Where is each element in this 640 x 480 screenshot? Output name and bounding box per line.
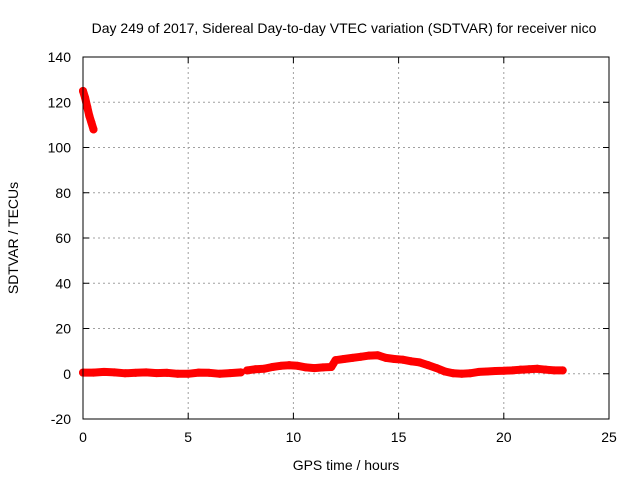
data-point: [251, 365, 260, 374]
data-point: [440, 367, 449, 376]
data-point: [533, 364, 542, 373]
x-tick-label: 25: [601, 429, 617, 445]
data-point: [131, 368, 140, 377]
data-point: [310, 364, 319, 373]
data-point: [152, 369, 161, 378]
data-point: [491, 367, 500, 376]
tick-labels: 0 5 10 15 20 25 -20 0 20 40 60 80 100 120 140: [48, 49, 617, 445]
data-point: [81, 93, 90, 102]
data-point: [525, 365, 534, 374]
y-tick-label: 120: [48, 94, 72, 110]
data-point: [100, 367, 109, 376]
x-tick-label: 10: [286, 429, 302, 445]
data-point: [449, 369, 458, 378]
data-point: [285, 361, 294, 370]
data-point: [381, 353, 390, 362]
data-point: [293, 361, 302, 370]
data-point: [302, 363, 311, 372]
data-point: [318, 363, 327, 372]
data-point: [390, 355, 399, 364]
data-point: [121, 369, 130, 378]
data-point: [516, 365, 525, 374]
data-point: [83, 102, 92, 111]
data-point: [356, 352, 365, 361]
data-point: [373, 351, 382, 360]
data-point: [508, 366, 517, 375]
data-point: [365, 351, 374, 360]
data-point: [268, 362, 277, 371]
data-point: [398, 355, 407, 364]
data-point: [348, 353, 357, 362]
x-tick-label: 0: [79, 429, 87, 445]
y-tick-label: -20: [51, 411, 71, 427]
y-tick-label: 140: [48, 49, 72, 65]
data-point: [474, 367, 483, 376]
y-axis-label: SDTVAR / TECUs: [5, 182, 21, 294]
data-point: [85, 111, 94, 120]
x-tick-label: 15: [391, 429, 407, 445]
data-point: [243, 366, 252, 375]
data-point: [327, 362, 336, 371]
data-point: [259, 364, 268, 373]
axis-ticks: [82, 56, 610, 420]
y-tick-label: 40: [55, 275, 71, 291]
data-point: [205, 368, 214, 377]
x-axis-label: GPS time / hours: [293, 457, 400, 473]
series-segment: [79, 367, 245, 378]
grid-lines: [83, 57, 609, 419]
data-point: [215, 369, 224, 378]
y-tick-label: 80: [55, 185, 71, 201]
data-point: [276, 361, 285, 370]
data-point: [558, 366, 567, 375]
data-point: [541, 365, 550, 374]
data-point: [87, 118, 96, 127]
y-tick-label: 20: [55, 321, 71, 337]
y-tick-label: 60: [55, 230, 71, 246]
data-point: [457, 369, 466, 378]
x-tick-label: 5: [184, 429, 192, 445]
data-series: [79, 86, 567, 378]
data-point: [226, 369, 235, 378]
y-tick-label: 100: [48, 140, 72, 156]
data-point: [184, 369, 193, 378]
data-point: [236, 368, 245, 377]
data-point: [173, 369, 182, 378]
data-point: [482, 367, 491, 376]
data-point: [407, 357, 416, 366]
data-point: [194, 368, 203, 377]
data-point: [499, 366, 508, 375]
data-point: [550, 366, 559, 375]
chart-title: Day 249 of 2017, Sidereal Day-to-day VTE…: [92, 20, 597, 36]
data-point: [466, 369, 475, 378]
data-point: [432, 364, 441, 373]
data-point: [142, 368, 151, 377]
data-point: [424, 361, 433, 370]
data-point: [331, 356, 340, 365]
y-tick-label: 0: [63, 366, 71, 382]
data-point: [89, 125, 98, 134]
plot-frame: [82, 56, 610, 420]
x-tick-label: 20: [496, 429, 512, 445]
data-point: [110, 368, 119, 377]
data-point: [415, 358, 424, 367]
data-point: [89, 368, 98, 377]
data-point: [163, 368, 172, 377]
data-point: [339, 355, 348, 364]
